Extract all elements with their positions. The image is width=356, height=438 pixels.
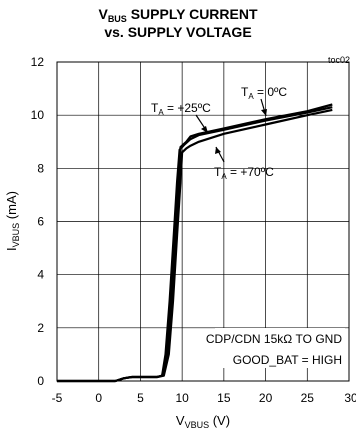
svg-text:TA = 0ºC: TA = 0ºC <box>241 85 287 101</box>
annotation-70c: TA = +70ºC <box>214 146 274 181</box>
annotation-0c: TA = 0ºC <box>241 85 287 117</box>
annotation-25c-arrowhead <box>201 126 208 133</box>
annotation-70c-arrowhead <box>215 147 221 154</box>
plot-frame <box>56 61 350 382</box>
x-tick-label: 0 <box>95 391 102 405</box>
ylabel-sub: VBUS <box>11 223 21 248</box>
annotation-25c-sub: A <box>158 108 164 117</box>
ylabel-main: I <box>4 247 19 251</box>
chart-title: VBUS SUPPLY CURRENT vs. SUPPLY VOLTAGE <box>98 6 258 40</box>
x-tick-label: 30 <box>344 391 356 405</box>
figure-id: toc02 <box>328 55 350 65</box>
y-tick-label: 8 <box>37 161 44 175</box>
annotation-25c-main: T <box>151 101 159 115</box>
y-tick-label: 6 <box>37 215 44 229</box>
x-tick-labels: -5 0 5 10 15 20 25 30 <box>52 391 356 405</box>
series-group <box>57 103 333 383</box>
x-tick-label: 5 <box>137 391 144 405</box>
xlabel-sub: VBUS <box>185 420 210 430</box>
title-line1-main: V <box>98 6 108 22</box>
y-axis-label: IVBUS (mA) <box>4 191 21 251</box>
y-tick-label: 12 <box>31 55 45 69</box>
title-line1-sub: BUS <box>108 14 127 24</box>
annotation-0c-sub: A <box>248 92 254 101</box>
xlabel-rest: (V) <box>209 413 230 428</box>
annotation-70c-rest: = +70ºC <box>227 165 274 179</box>
annotation-25c: TA = +25ºC <box>151 101 211 134</box>
title-line2: vs. SUPPLY VOLTAGE <box>104 24 251 40</box>
y-tick-label: 4 <box>37 268 44 282</box>
y-tick-labels: 0 2 4 6 8 10 12 <box>31 55 45 388</box>
svg-text:VBUS SUPPLY CURRENT: VBUS SUPPLY CURRENT <box>98 6 258 24</box>
note-line-2: GOOD_BAT = HIGH <box>233 353 342 367</box>
x-tick-label: 20 <box>259 391 273 405</box>
x-axis-label: VVBUS (V) <box>176 413 230 430</box>
y-tick-label: 10 <box>31 108 45 122</box>
title-line1-rest: SUPPLY CURRENT <box>127 6 258 22</box>
notes-background <box>215 328 345 368</box>
series-line-2 <box>57 108 333 383</box>
annotation-0c-main: T <box>241 85 249 99</box>
note-line-1: CDP/CDN 15kΩ TO GND <box>206 332 342 346</box>
x-tick-label: 10 <box>175 391 189 405</box>
ylabel-rest: (mA) <box>4 191 19 223</box>
x-tick-label: 15 <box>217 391 231 405</box>
notes-box: CDP/CDN 15kΩ TO GND GOOD_BAT = HIGH <box>206 328 345 368</box>
svg-text:TA = +70ºC: TA = +70ºC <box>214 165 274 181</box>
x-tick-label: 25 <box>301 391 315 405</box>
annotation-25c-rest: = +25ºC <box>164 101 211 115</box>
annotation-70c-sub: A <box>221 172 227 181</box>
y-tick-label: 0 <box>37 374 44 388</box>
svg-text:TA = +25ºC: TA = +25ºC <box>151 101 211 117</box>
y-tick-label: 2 <box>37 321 44 335</box>
annotation-0c-arrowhead <box>261 109 267 116</box>
annotation-70c-main: T <box>214 165 222 179</box>
annotation-0c-rest: = 0ºC <box>254 85 288 99</box>
xlabel-main: V <box>176 413 185 428</box>
x-tick-label: -5 <box>52 391 63 405</box>
